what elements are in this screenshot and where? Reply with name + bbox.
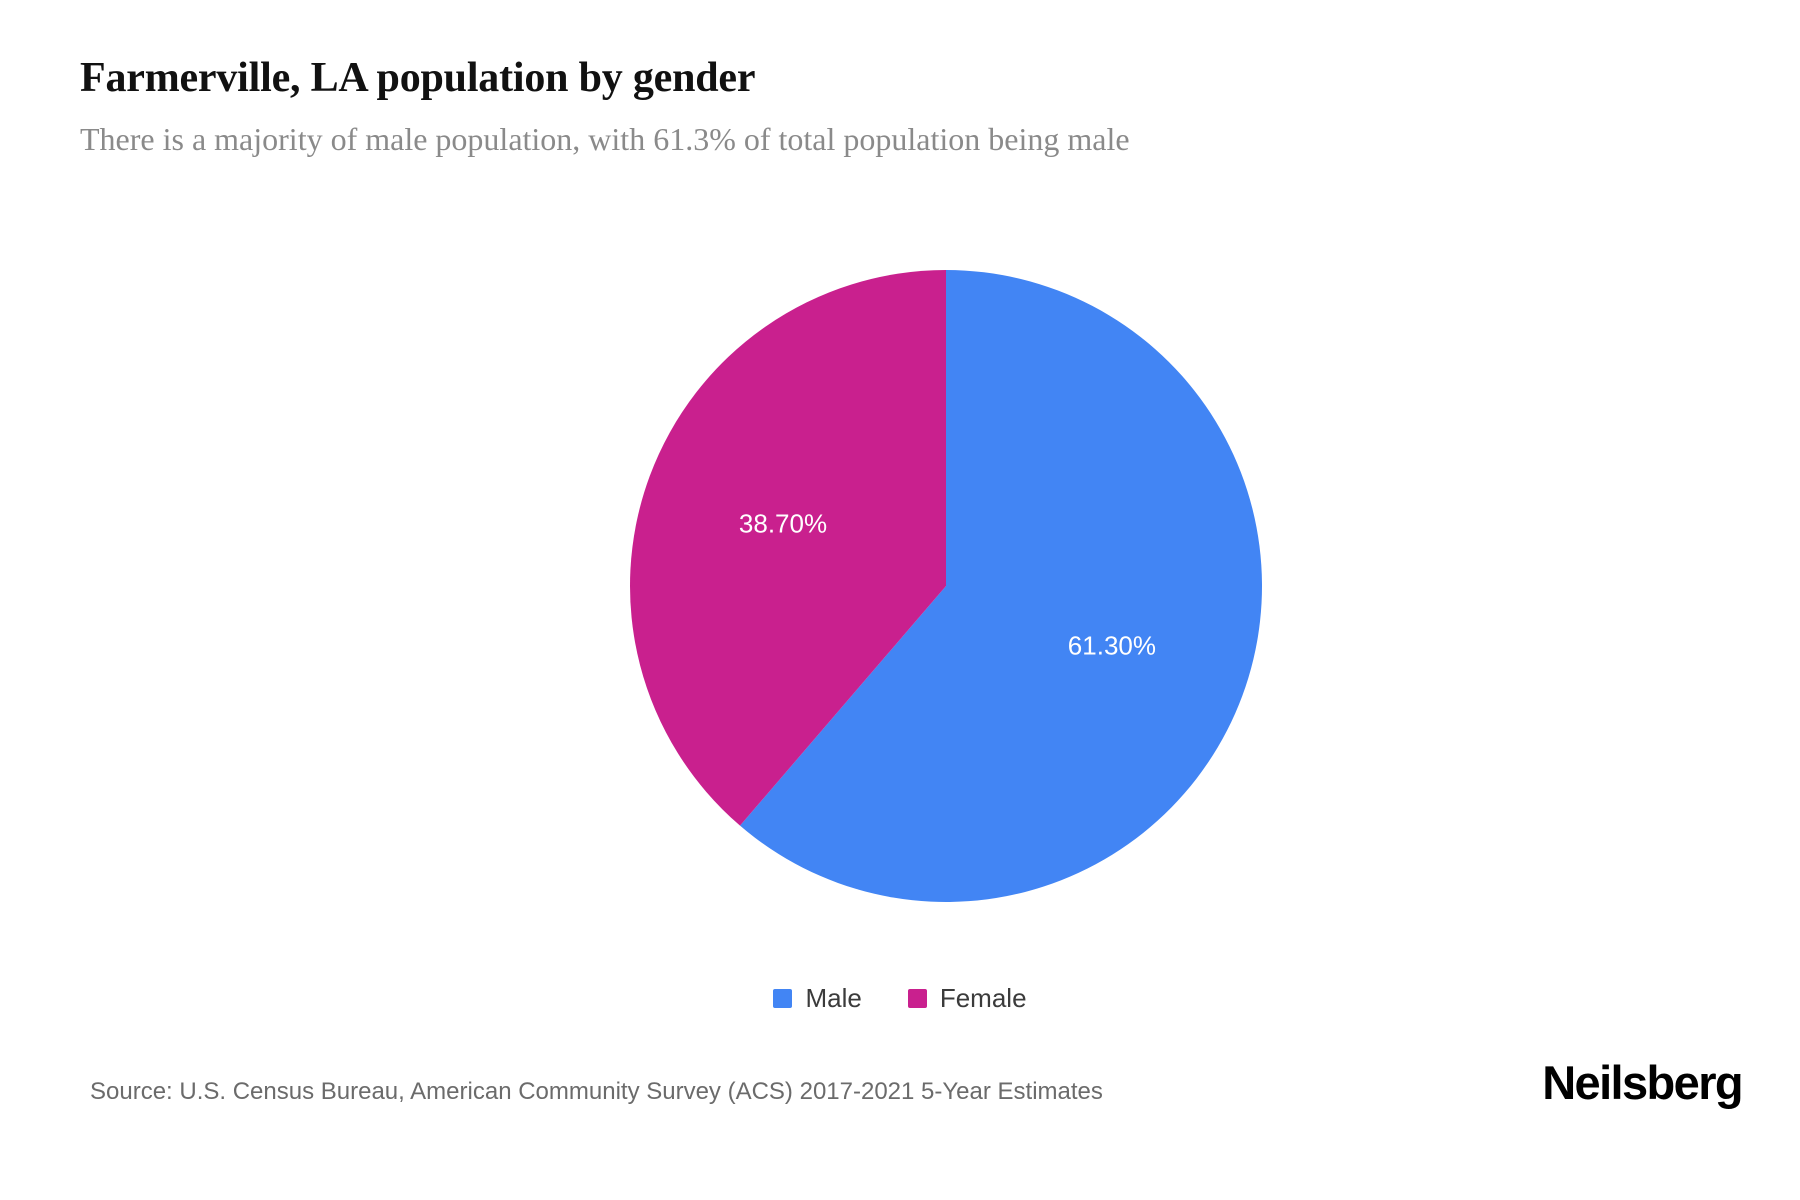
legend-label-male: Male [805, 983, 862, 1013]
legend-swatch-male-icon [773, 988, 793, 1008]
pie-slice-female[interactable] [630, 270, 946, 826]
pie-slice-label-female: 38.70% [739, 508, 827, 538]
page-title: Farmerville, LA population by gender [80, 55, 756, 101]
pie-chart: 61.30% 38.70% [630, 270, 1263, 902]
legend-label-female: Female [939, 983, 1027, 1013]
legend-item-male[interactable]: Male [773, 983, 862, 1013]
source-note: Source: U.S. Census Bureau, American Com… [90, 1078, 1103, 1105]
chart-legend: Male Female [0, 985, 1800, 1011]
pie-svg: 61.30% 38.70% [630, 270, 1263, 902]
pie-slice-label-male: 61.30% [1068, 630, 1156, 660]
legend-item-female[interactable]: Female [907, 983, 1027, 1013]
legend-swatch-female-icon [907, 988, 927, 1008]
pie-slices [630, 270, 1263, 902]
chart-subtitle: There is a majority of male population, … [80, 121, 1130, 157]
plot-area: 61.30% 38.70% [0, 180, 1800, 940]
pie-slice-male[interactable] [740, 270, 1263, 902]
brand-logo: Neilsberg [1542, 1056, 1743, 1109]
